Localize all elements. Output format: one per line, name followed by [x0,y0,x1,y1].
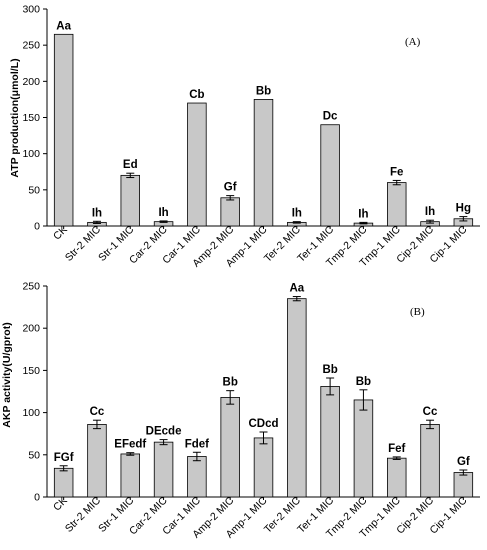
bar [453,472,474,498]
significance-label: Cc [423,406,438,418]
significance-label: Gf [457,456,470,468]
bar [353,399,374,498]
bar [187,456,207,498]
bar [120,453,140,498]
significance-label: Cb [189,89,204,101]
bar [320,386,340,498]
y-axis-label: ATP production(μmol/L) [9,58,21,177]
bar [287,298,307,498]
bar [87,424,107,498]
y-tick-label: 0 [34,221,40,233]
panel-label: (A) [405,36,421,48]
chart-akp-activity: AKP activity(U/gprot) (B) 0 50 100 150 200 25… [1,281,480,541]
x-tick-label: Cip-1 MIC [428,223,470,265]
significance-label: Ih [158,207,168,219]
y-tick-label: 250 [22,281,40,293]
significance-label: Ih [92,207,102,219]
bar [153,441,174,498]
y-tick-label: 50 [28,184,40,196]
bar [253,99,274,227]
y-tick-label: 0 [34,492,40,504]
bar [420,424,440,498]
y-tick-label: 250 [22,40,40,52]
significance-label: EFedf [114,439,146,451]
significance-label: Fef [388,443,405,455]
significance-label: Ed [123,159,138,171]
significance-label: FGf [54,452,74,464]
y-tick-label: 100 [22,148,40,160]
significance-label: CDcd [248,418,278,430]
y-tick-label: 150 [22,365,40,377]
significance-label: Gf [224,182,237,194]
significance-label: Ih [292,208,302,220]
y-tick-label: 100 [22,407,40,419]
y-tick-label: 200 [22,76,40,88]
significance-label: DEcde [146,426,182,438]
significance-label: Hg [456,203,471,215]
significance-label: Dc [323,111,338,123]
bar [53,33,74,227]
bar [220,197,240,227]
chart-atp-production: ATP production(μmol/L) (A) 0 50 100 150 200 2… [9,4,480,270]
significance-label: Fdef [185,438,209,450]
significance-label: Bb [322,364,337,376]
bar [53,467,74,498]
significance-label: Cc [90,406,105,418]
x-tick-label: Cip-1 MIC [428,494,470,536]
panel-label: (B) [410,306,425,318]
y-tick-label: 200 [22,323,40,335]
significance-label: Aa [56,20,71,32]
y-tick-label: 300 [22,4,40,16]
y-tick-label: 50 [28,449,40,461]
significance-label: Fe [390,166,403,178]
significance-label: Ih [425,206,435,218]
significance-label: Bb [356,376,371,388]
bar [387,182,407,227]
bar [320,124,340,227]
bar [120,174,140,227]
significance-label: Ih [358,208,368,220]
bar [220,397,240,498]
bar [253,437,274,498]
bar [187,102,207,227]
significance-label: Bb [223,377,238,389]
y-axis-label: AKP activity(U/gprot) [1,322,13,427]
y-tick-label: 150 [22,112,40,124]
significance-label: Bb [256,85,271,97]
significance-label: Aa [289,283,304,295]
bar [387,457,407,498]
